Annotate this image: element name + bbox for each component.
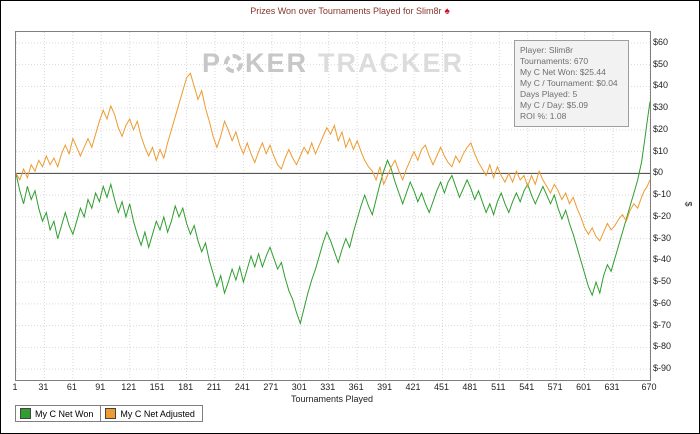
info-line-player: Player: Slim8r bbox=[520, 45, 573, 55]
x-tick-label: 31 bbox=[38, 382, 49, 392]
y-tick-label: $-90 bbox=[653, 363, 672, 374]
y-tick-label: $-80 bbox=[653, 341, 672, 352]
x-tick-label: 571 bbox=[547, 382, 563, 392]
x-tick-label: 271 bbox=[263, 382, 279, 392]
x-tick-label: 241 bbox=[234, 382, 250, 392]
stats-info-box: Player: Slim8r Tournaments: 670 My C Net… bbox=[514, 40, 629, 127]
y-tick-label: $-60 bbox=[653, 297, 672, 308]
legend-label: My C Net Adjusted bbox=[120, 408, 195, 419]
chart-title-row: Prizes Won over Tournaments Played for S… bbox=[1, 6, 699, 17]
x-tick-label: 541 bbox=[519, 382, 535, 392]
x-tick-label: 181 bbox=[178, 382, 194, 392]
y-tick-label: $-50 bbox=[653, 276, 672, 287]
y-tick-label: $50 bbox=[653, 58, 669, 69]
x-tick-label: 631 bbox=[604, 382, 620, 392]
y-tick-label: $20 bbox=[653, 123, 669, 134]
legend: My C Net Won My C Net Adjusted bbox=[15, 405, 203, 422]
info-line-tournaments: Tournaments: 670 bbox=[520, 56, 589, 66]
series-line-my-c-net-won bbox=[16, 101, 650, 326]
x-tick-label: 1 bbox=[12, 382, 18, 392]
x-tick-label: 121 bbox=[121, 382, 137, 392]
plot-area: P KER TRACKER Player: Slim8r Tournaments: … bbox=[15, 31, 651, 381]
x-tick-label: 91 bbox=[95, 382, 106, 392]
x-tick-label: 670 bbox=[641, 382, 657, 392]
x-tick-label: 211 bbox=[206, 382, 222, 392]
y-tick-label: $-40 bbox=[653, 254, 672, 265]
info-line-roi: ROI %: 1.08 bbox=[520, 111, 567, 121]
x-tick-label: 331 bbox=[320, 382, 336, 392]
x-axis-title: Tournaments Played bbox=[290, 394, 374, 404]
y-tick-label: $30 bbox=[653, 102, 669, 113]
y-tick-label: $40 bbox=[653, 80, 669, 91]
info-line-net-won: My C Net Won: $25.44 bbox=[520, 67, 606, 77]
info-line-per-tournament: My C / Tournament: $0.04 bbox=[520, 78, 618, 88]
y-tick-label: $60 bbox=[653, 36, 669, 47]
y-tick-label: $-70 bbox=[653, 319, 672, 330]
y-tick-label: $-10 bbox=[653, 189, 672, 200]
x-tick-label: 61 bbox=[66, 382, 77, 392]
info-line-days-played: Days Played: 5 bbox=[520, 89, 578, 99]
x-tick-label: 301 bbox=[291, 382, 307, 392]
legend-item-net-won[interactable]: My C Net Won bbox=[15, 405, 102, 422]
y-tick-label: $-20 bbox=[653, 210, 672, 221]
legend-label: My C Net Won bbox=[35, 408, 94, 419]
y-tick-label: $-30 bbox=[653, 232, 672, 243]
x-tick-label: 151 bbox=[149, 382, 165, 392]
y-axis-title: $ bbox=[683, 201, 694, 207]
legend-item-net-adjusted[interactable]: My C Net Adjusted bbox=[100, 405, 203, 422]
x-tick-label: 451 bbox=[433, 382, 449, 392]
info-line-per-day: My C / Day: $5.09 bbox=[520, 100, 589, 110]
x-tick-label: 361 bbox=[348, 382, 364, 392]
x-tick-label: 391 bbox=[377, 382, 393, 392]
net-adjusted-swatch bbox=[105, 408, 117, 419]
y-tick-label: $0 bbox=[653, 167, 664, 178]
x-tick-label: 421 bbox=[405, 382, 421, 392]
pokerstars-spade-icon: ♠ bbox=[444, 6, 450, 18]
x-tick-label: 511 bbox=[491, 382, 506, 392]
x-tick-label: 601 bbox=[576, 382, 592, 392]
chart-title: Prizes Won over Tournaments Played for S… bbox=[250, 6, 442, 16]
net-won-swatch bbox=[20, 408, 31, 419]
series-line-my-c-net-adjusted bbox=[16, 72, 650, 242]
y-tick-label: $10 bbox=[653, 145, 669, 156]
x-tick-label: 481 bbox=[462, 382, 478, 392]
